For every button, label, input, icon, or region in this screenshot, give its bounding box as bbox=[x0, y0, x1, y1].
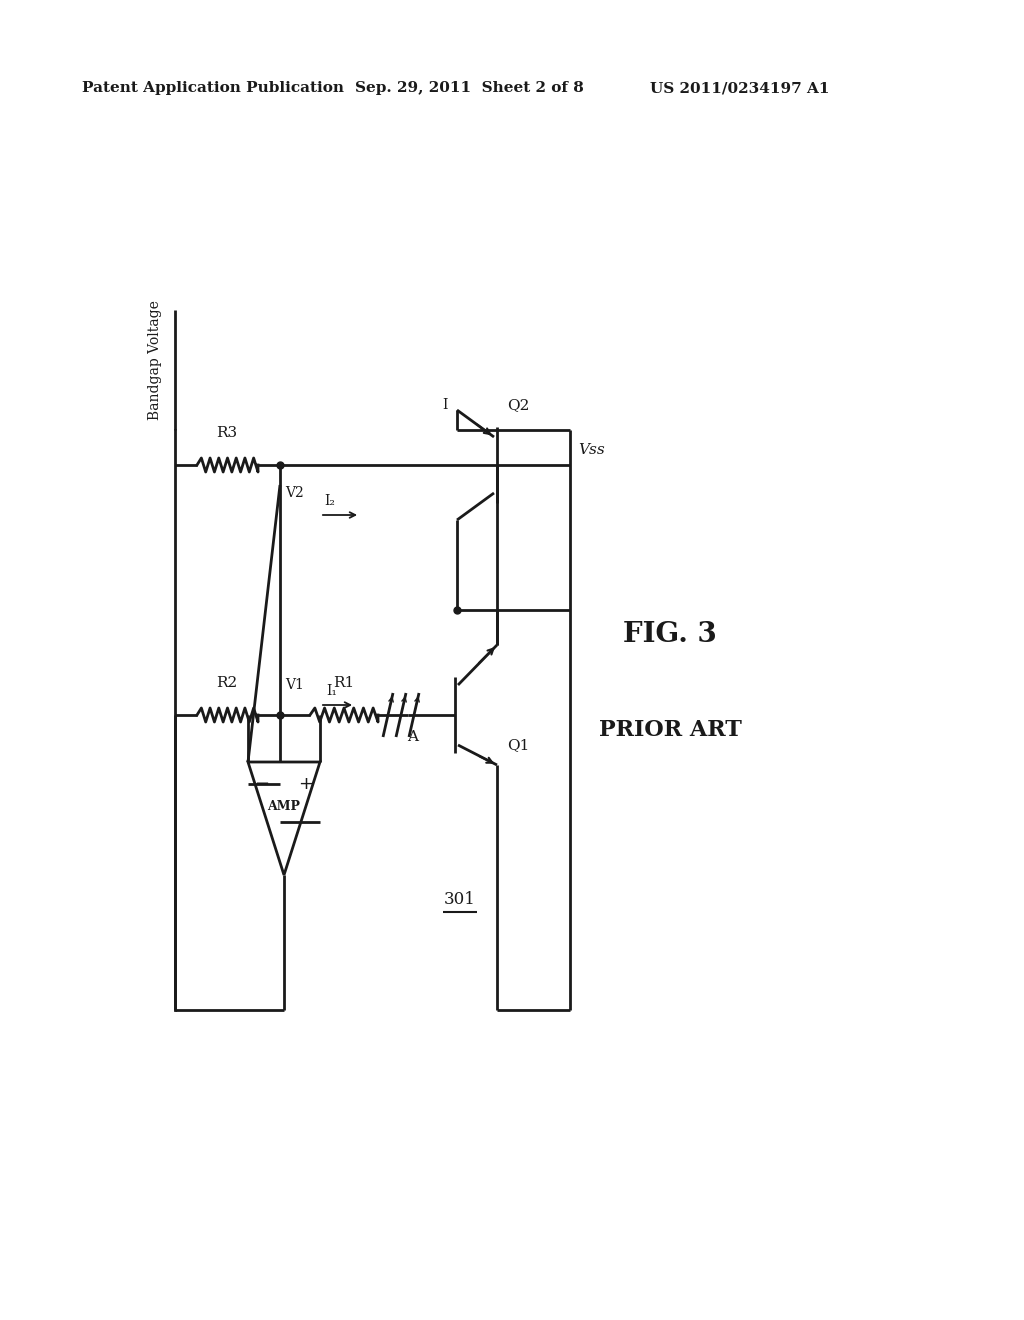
Text: PRIOR ART: PRIOR ART bbox=[599, 719, 741, 741]
Text: AMP: AMP bbox=[267, 800, 300, 813]
Text: I: I bbox=[442, 399, 447, 412]
Text: Q2: Q2 bbox=[507, 399, 529, 412]
Text: V1: V1 bbox=[285, 678, 304, 692]
Text: Patent Application Publication: Patent Application Publication bbox=[82, 81, 344, 95]
Text: R1: R1 bbox=[334, 676, 354, 690]
Text: Q1: Q1 bbox=[507, 738, 529, 752]
Text: R2: R2 bbox=[216, 676, 238, 690]
Text: 301: 301 bbox=[444, 891, 476, 908]
Text: Vss: Vss bbox=[578, 444, 605, 457]
Text: US 2011/0234197 A1: US 2011/0234197 A1 bbox=[650, 81, 829, 95]
Text: A: A bbox=[408, 730, 419, 744]
Text: R3: R3 bbox=[216, 426, 238, 440]
Text: FIG. 3: FIG. 3 bbox=[624, 622, 717, 648]
Text: I₂: I₂ bbox=[325, 494, 336, 508]
Text: −: − bbox=[254, 775, 269, 793]
Text: Bandgap Voltage: Bandgap Voltage bbox=[148, 300, 162, 420]
Text: I₁: I₁ bbox=[327, 684, 338, 698]
Text: Sep. 29, 2011  Sheet 2 of 8: Sep. 29, 2011 Sheet 2 of 8 bbox=[355, 81, 584, 95]
Text: +: + bbox=[299, 775, 313, 793]
Text: V2: V2 bbox=[285, 486, 304, 500]
